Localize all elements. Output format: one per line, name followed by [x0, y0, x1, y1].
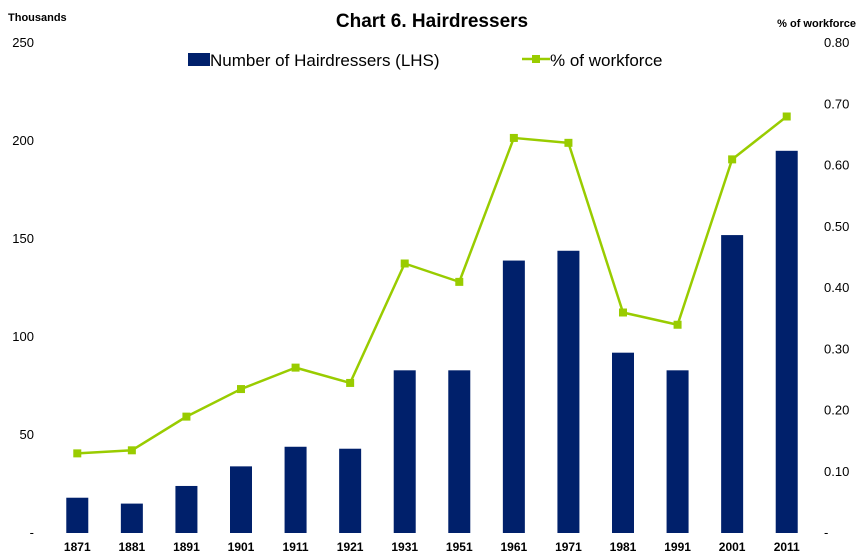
line-point-marker [455, 277, 464, 286]
axes: - 50 100 150 200 250 - 0.10 0.20 0.30 0.40 0.50 0.60… [12, 35, 849, 554]
bar [284, 446, 307, 533]
y-right-tick-label: 0.60 [824, 158, 849, 173]
bar [66, 497, 89, 533]
y-left-tick-label: 200 [12, 133, 34, 148]
line-point-marker [400, 259, 409, 268]
y-left-tick-label: 250 [12, 35, 34, 50]
left-axis-unit-label: Thousands [8, 12, 67, 24]
legend-bar-swatch [188, 53, 210, 66]
bar [666, 370, 689, 533]
line-point-marker [237, 385, 245, 394]
y-left-tick-label: 100 [12, 329, 34, 344]
line-point-marker [564, 138, 573, 147]
line-point-marker [509, 133, 518, 142]
bar [393, 370, 416, 533]
bar [448, 370, 471, 533]
bar [775, 150, 798, 534]
x-tick-label: 1981 [610, 540, 637, 554]
y-right-tick-label: 0.40 [824, 280, 849, 295]
line-point-marker [127, 446, 136, 455]
line-point-marker [291, 363, 300, 372]
x-tick-label: 1881 [119, 540, 146, 554]
y-right-tick-label: 0.30 [824, 341, 849, 356]
bar [721, 235, 744, 533]
right-axis-unit-label: % of workforce [777, 18, 856, 30]
y-right-tick-label: - [824, 525, 828, 540]
bar [339, 448, 362, 533]
x-tick-label: 1951 [446, 540, 473, 554]
legend: Number of Hairdressers (LHS) % of workfo… [188, 51, 662, 70]
y-right-tick-label: 0.50 [824, 219, 849, 234]
bar [120, 503, 143, 533]
line-point-marker [182, 412, 191, 421]
bar [502, 260, 525, 533]
line-point-marker [73, 449, 82, 458]
x-tick-label: 1921 [337, 540, 364, 554]
line-point-marker [619, 308, 627, 317]
y-right-tick-label: 0.70 [824, 96, 849, 111]
x-tick-label: 1871 [64, 540, 91, 554]
legend-line-label: % of workforce [550, 51, 662, 70]
line-point-marker [346, 378, 355, 387]
bar [557, 250, 580, 533]
bar [612, 352, 634, 533]
x-tick-label: 1891 [173, 540, 200, 554]
y-right-tick-label: 0.80 [824, 35, 849, 50]
line-series [73, 112, 791, 458]
chart-title: Chart 6. Hairdressers [336, 11, 528, 32]
bar-series [66, 150, 798, 534]
line-point-marker [673, 320, 682, 329]
legend-line-marker [532, 55, 540, 63]
y-right-tick-label: 0.10 [824, 464, 849, 479]
x-tick-label: 1901 [228, 540, 255, 554]
y-right-tick-label: 0.20 [824, 403, 849, 418]
y-left-tick-label: - [30, 525, 34, 540]
y-left-tick-label: 150 [12, 231, 34, 246]
workforce-share-line [77, 115, 788, 455]
bar [230, 466, 252, 533]
line-point-marker [728, 155, 737, 164]
x-tick-label: 1991 [664, 540, 691, 554]
x-tick-label: 1931 [391, 540, 418, 554]
x-tick-label: 1971 [555, 540, 582, 554]
x-tick-label: 1961 [501, 540, 528, 554]
x-tick-label: 2011 [774, 540, 800, 554]
y-left-tick-label: 50 [20, 427, 34, 442]
line-point-marker [782, 112, 791, 121]
x-tick-label: 2001 [719, 540, 746, 554]
bar [175, 485, 198, 533]
x-tick-label: 1911 [283, 540, 309, 554]
legend-bar-label: Number of Hairdressers (LHS) [210, 51, 440, 70]
